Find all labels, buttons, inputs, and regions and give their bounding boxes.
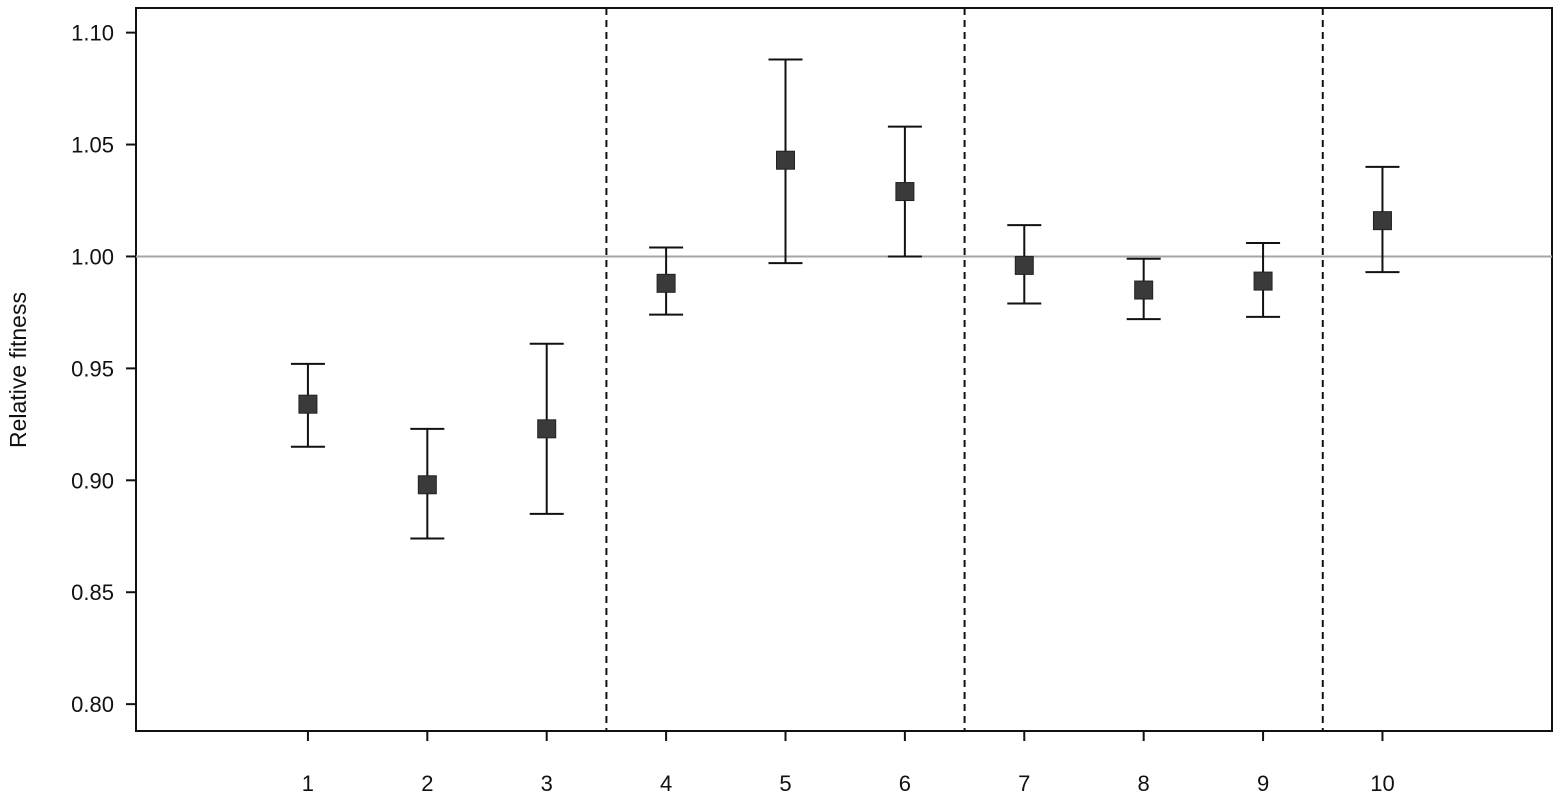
x-tick-label: 2 (421, 771, 433, 796)
y-tick-label: 0.85 (71, 580, 114, 605)
data-point-marker (1253, 271, 1273, 291)
plot-frame (135, 7, 1553, 732)
data-point-marker (1372, 211, 1392, 231)
y-axis-label: Relative fitness (5, 292, 31, 448)
data-point-marker (1134, 280, 1154, 300)
y-tick-label: 1.05 (71, 133, 114, 158)
x-tick-label: 5 (779, 771, 791, 796)
x-tick-label: 7 (1018, 771, 1030, 796)
data-point-marker (895, 182, 915, 202)
data-point-marker (417, 475, 437, 495)
x-tick-label: 9 (1257, 771, 1269, 796)
data-point-marker (775, 150, 795, 170)
x-tick-label: 6 (899, 771, 911, 796)
x-tick-label: 3 (541, 771, 553, 796)
x-tick-label: 1 (302, 771, 314, 796)
y-tick-label: 1.00 (71, 244, 114, 269)
data-point-marker (537, 419, 557, 439)
y-tick-label: 0.90 (71, 468, 114, 493)
x-tick-label: 10 (1370, 771, 1394, 796)
x-tick-label: 4 (660, 771, 672, 796)
y-tick-label: 0.80 (71, 692, 114, 717)
data-point-marker (656, 273, 676, 293)
x-axis: 1 2 3 4 5 6 7 8 9 10 (302, 731, 1395, 796)
error-bars (290, 58, 1400, 540)
data-points (298, 150, 1392, 495)
y-tick-label: 1.10 (71, 21, 114, 46)
y-axis: 0.80 0.85 0.90 0.95 1.00 1.05 1.10 (71, 21, 136, 717)
data-point-marker (298, 394, 318, 414)
y-tick-label: 0.95 (71, 356, 114, 381)
group-separators (605, 8, 1324, 731)
data-point-marker (1014, 255, 1034, 275)
x-tick-label: 8 (1138, 771, 1150, 796)
